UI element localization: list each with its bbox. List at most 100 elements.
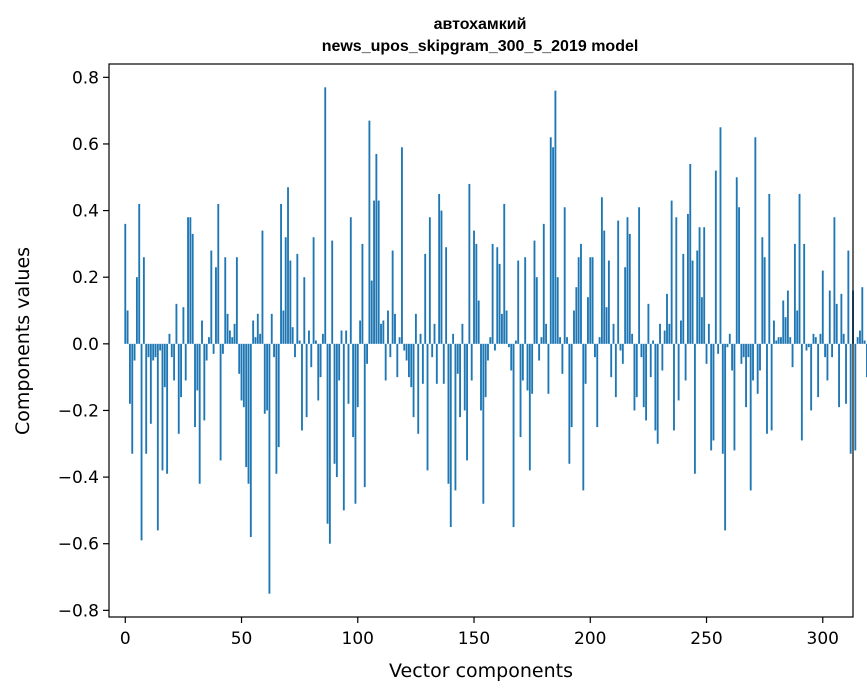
bar xyxy=(256,313,259,344)
bar xyxy=(854,343,857,451)
bar xyxy=(194,343,196,428)
bar xyxy=(273,343,275,358)
bar xyxy=(575,287,578,344)
bar xyxy=(354,343,357,504)
bar xyxy=(594,343,596,358)
bar xyxy=(624,267,627,344)
bar-series xyxy=(124,87,867,594)
bar xyxy=(821,270,824,344)
bar xyxy=(222,343,224,354)
x-tick-label: 0 xyxy=(120,629,131,649)
bar xyxy=(740,343,743,364)
bar xyxy=(566,337,568,344)
bar xyxy=(673,343,675,431)
bar xyxy=(761,237,764,344)
bar xyxy=(280,203,282,344)
bar xyxy=(245,343,248,468)
bar xyxy=(721,343,724,454)
y-axis-label: Components values xyxy=(12,247,34,435)
bar xyxy=(259,333,262,344)
bar xyxy=(266,343,269,411)
bar xyxy=(173,343,176,381)
bar xyxy=(568,343,571,464)
bar xyxy=(373,200,375,344)
bar xyxy=(408,343,410,378)
y-tick-label: 0.8 xyxy=(72,68,99,88)
bar xyxy=(156,343,159,531)
bar xyxy=(287,187,289,344)
bar xyxy=(219,343,222,461)
bar xyxy=(719,127,722,344)
bar xyxy=(526,343,529,391)
bar xyxy=(840,293,843,344)
x-tick-label: 200 xyxy=(574,629,606,649)
x-axis-ticks: 0 50 100 150 200 250 300 xyxy=(120,617,839,649)
bar xyxy=(587,297,589,344)
bar xyxy=(707,323,710,344)
bar xyxy=(252,320,255,344)
bar xyxy=(698,227,701,344)
bar xyxy=(129,343,131,404)
bar xyxy=(277,343,280,448)
bar xyxy=(731,343,734,371)
bar xyxy=(435,343,438,384)
bar xyxy=(312,237,315,344)
bar xyxy=(831,343,834,358)
bar xyxy=(370,280,373,344)
y-tick-label: 0.4 xyxy=(72,202,99,222)
bar xyxy=(438,193,441,344)
bar xyxy=(212,343,215,354)
bar xyxy=(547,343,550,394)
bar xyxy=(775,340,778,344)
bar xyxy=(445,247,448,344)
bar xyxy=(154,343,157,358)
bar xyxy=(403,343,406,351)
bar xyxy=(468,183,471,344)
bar xyxy=(305,343,308,418)
y-tick-label: 0.0 xyxy=(72,335,99,355)
bar xyxy=(533,240,536,344)
bar xyxy=(205,343,208,361)
bar xyxy=(324,87,327,344)
bar xyxy=(656,343,659,444)
bar xyxy=(663,330,666,344)
bar xyxy=(717,343,720,354)
bar xyxy=(359,320,362,344)
bar xyxy=(833,217,836,344)
bar xyxy=(389,343,392,358)
bar xyxy=(512,343,515,528)
bar xyxy=(398,337,401,344)
bar xyxy=(617,220,620,344)
bar xyxy=(542,223,545,344)
bar xyxy=(380,323,382,344)
bar xyxy=(456,343,459,374)
bar xyxy=(563,207,566,344)
bar xyxy=(203,343,206,421)
bar xyxy=(835,303,838,344)
bar xyxy=(447,343,450,484)
bar xyxy=(626,217,629,344)
bar xyxy=(482,343,485,504)
bar xyxy=(552,147,555,344)
bar xyxy=(803,243,806,344)
bar xyxy=(296,253,299,344)
bar xyxy=(838,343,840,408)
bar xyxy=(726,343,729,348)
bar xyxy=(180,343,182,398)
bar xyxy=(317,343,320,401)
bar xyxy=(249,343,252,538)
bar xyxy=(480,343,482,411)
bar xyxy=(184,343,187,381)
bar xyxy=(798,193,801,344)
bar xyxy=(261,230,264,344)
bar xyxy=(793,243,796,344)
bar xyxy=(845,343,847,404)
bar xyxy=(228,330,231,344)
bar xyxy=(328,343,331,544)
bar xyxy=(431,343,434,358)
bar xyxy=(170,343,173,358)
bar xyxy=(498,263,501,344)
bar xyxy=(384,343,387,381)
y-tick-label: 0.6 xyxy=(72,135,99,155)
bar xyxy=(780,337,782,344)
